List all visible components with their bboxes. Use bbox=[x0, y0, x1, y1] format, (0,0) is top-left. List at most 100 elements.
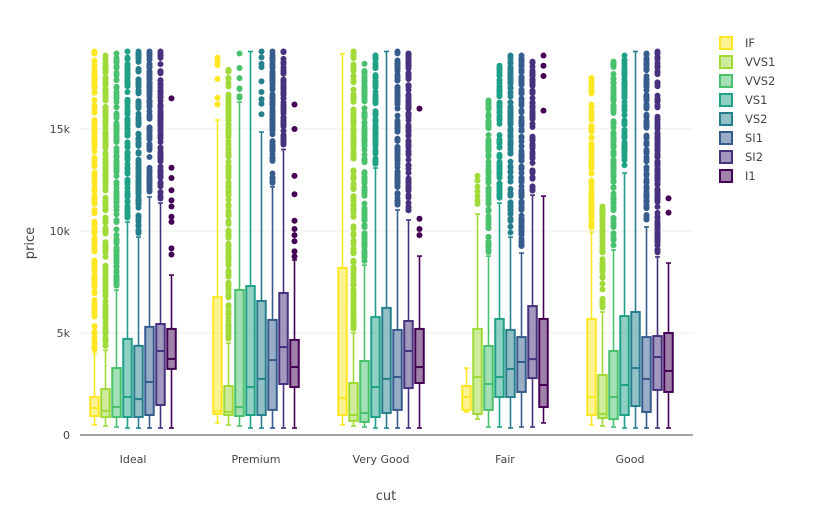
outlier-point bbox=[654, 150, 661, 157]
outlier-point bbox=[157, 61, 164, 68]
box bbox=[505, 328, 516, 399]
outlier-point bbox=[621, 88, 628, 95]
legend-label: IF bbox=[745, 36, 755, 50]
outlier-point bbox=[610, 216, 617, 223]
outlier-point bbox=[588, 199, 595, 206]
outlier-points bbox=[610, 58, 617, 249]
outlier-point bbox=[91, 66, 98, 73]
outlier-point bbox=[157, 139, 164, 146]
outlier-point bbox=[610, 196, 617, 203]
box bbox=[586, 317, 597, 417]
outlier-point bbox=[588, 152, 595, 159]
outlier-point bbox=[124, 132, 131, 139]
outlier-point bbox=[507, 202, 514, 209]
outlier-point bbox=[588, 141, 595, 148]
outlier-point bbox=[350, 149, 357, 156]
outlier-point bbox=[372, 131, 379, 138]
outlier-point bbox=[146, 144, 153, 151]
outlier-point bbox=[496, 144, 503, 151]
outlier-point bbox=[405, 192, 412, 199]
x-tick-label: Very Good bbox=[353, 453, 410, 466]
outlier-points bbox=[372, 52, 379, 167]
outlier-point bbox=[225, 242, 232, 249]
outlier-point bbox=[654, 54, 661, 61]
legend-item-VS1[interactable]: VS1 bbox=[719, 93, 767, 107]
outlier-point bbox=[485, 148, 492, 155]
outlier-point bbox=[474, 188, 481, 195]
box bbox=[652, 335, 663, 391]
outlier-point bbox=[518, 114, 525, 121]
outlier-point bbox=[225, 172, 232, 179]
outlier-point bbox=[225, 168, 232, 175]
box bbox=[597, 374, 608, 420]
outlier-point bbox=[102, 194, 109, 201]
outlier-points bbox=[124, 48, 131, 221]
series-VS2 bbox=[133, 48, 641, 429]
outlier-point bbox=[588, 103, 595, 110]
outlier-point bbox=[113, 50, 120, 57]
outlier-point bbox=[157, 189, 164, 196]
outlier-point bbox=[507, 164, 514, 171]
legend-item-VS2[interactable]: VS2 bbox=[719, 112, 767, 126]
legend-item-I1[interactable]: I1 bbox=[719, 169, 756, 183]
box bbox=[414, 327, 425, 384]
outlier-point bbox=[214, 54, 221, 61]
outlier-points bbox=[665, 195, 672, 216]
outlier-point bbox=[91, 89, 98, 96]
outlier-point bbox=[280, 95, 287, 102]
legend-item-VVS2[interactable]: VVS2 bbox=[719, 74, 775, 88]
legend[interactable]: IF VVS1 VVS2 VS1 VS2 SI1 SI2 I1 bbox=[719, 36, 775, 183]
outlier-point bbox=[654, 144, 661, 151]
outlier-point bbox=[102, 330, 109, 337]
outlier-point bbox=[643, 192, 650, 199]
outlier-point bbox=[91, 307, 98, 314]
outlier-point bbox=[610, 242, 617, 249]
outlier-point bbox=[394, 150, 401, 157]
outlier-point bbox=[102, 180, 109, 187]
box bbox=[608, 349, 619, 421]
outlier-point bbox=[113, 231, 120, 238]
outlier-point bbox=[405, 110, 412, 117]
outlier-point bbox=[665, 195, 672, 202]
legend-item-IF[interactable]: IF bbox=[719, 36, 755, 50]
outlier-point bbox=[485, 97, 492, 104]
outlier-point bbox=[643, 183, 650, 190]
outlier-point bbox=[529, 120, 536, 127]
outlier-point bbox=[168, 213, 175, 220]
outlier-point bbox=[113, 122, 120, 129]
outlier-points bbox=[350, 48, 357, 332]
outlier-point bbox=[507, 106, 514, 113]
outlier-point bbox=[280, 77, 287, 84]
legend-item-SI1[interactable]: SI1 bbox=[719, 131, 763, 145]
outlier-point bbox=[291, 101, 298, 108]
outlier-point bbox=[146, 68, 153, 75]
outlier-point bbox=[643, 83, 650, 90]
outlier-point bbox=[405, 58, 412, 65]
outlier-point bbox=[507, 229, 514, 236]
outlier-point bbox=[654, 169, 661, 176]
outlier-point bbox=[507, 119, 514, 126]
outlier-point bbox=[496, 180, 503, 187]
outlier-point bbox=[113, 76, 120, 83]
x-axis-title: cut bbox=[376, 489, 396, 504]
outlier-point bbox=[507, 169, 514, 176]
outlier-point bbox=[621, 156, 628, 163]
outlier-point bbox=[350, 315, 357, 322]
legend-item-SI2[interactable]: SI2 bbox=[719, 150, 763, 164]
outlier-point bbox=[507, 178, 514, 185]
outlier-point bbox=[113, 133, 120, 140]
outlier-point bbox=[91, 62, 98, 69]
outlier-point bbox=[621, 98, 628, 105]
outlier-point bbox=[91, 82, 98, 89]
outlier-point bbox=[146, 127, 153, 134]
outlier-point bbox=[102, 249, 109, 256]
outlier-point bbox=[496, 80, 503, 87]
legend-item-VVS1[interactable]: VVS1 bbox=[719, 55, 775, 69]
outlier-point bbox=[113, 172, 120, 179]
outlier-point bbox=[91, 345, 98, 352]
outlier-point bbox=[258, 96, 265, 103]
outlier-point bbox=[405, 207, 412, 214]
outlier-point bbox=[350, 301, 357, 308]
outlier-point bbox=[91, 246, 98, 253]
outlier-point bbox=[518, 107, 525, 114]
